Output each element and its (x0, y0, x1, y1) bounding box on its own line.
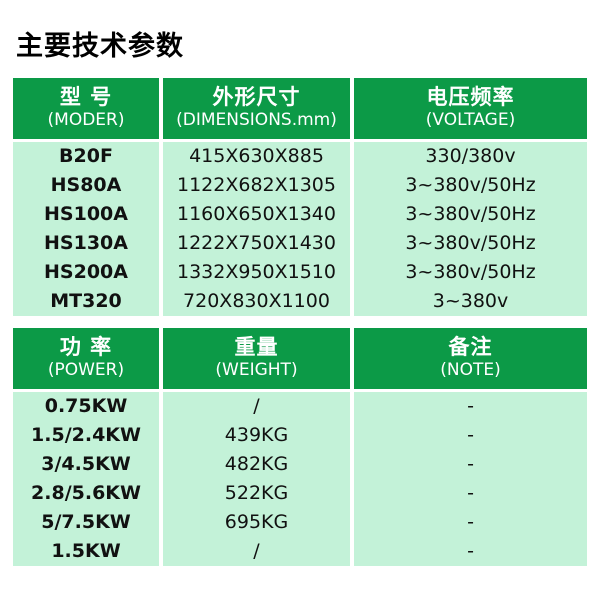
table1-body: B20F 415X630X885 330/380v HS80A 1122X682… (13, 142, 587, 316)
header-model-zh: 型 号 (59, 85, 113, 110)
table2-header-row: 功 率 (POWER) 重量 (WEIGHT) 备注 (NOTE) (13, 328, 587, 389)
cell-power: 2.8/5.6KW (13, 479, 159, 508)
spec-table-power: 功 率 (POWER) 重量 (WEIGHT) 备注 (NOTE) 0.75KW… (13, 328, 587, 566)
cell-power: 5/7.5KW (13, 508, 159, 537)
cell-note: - (354, 508, 587, 537)
table2-header-note: 备注 (NOTE) (354, 328, 587, 389)
header-note-zh: 备注 (448, 335, 493, 360)
table2-header-weight: 重量 (WEIGHT) (163, 328, 350, 389)
cell-voltage: 3~380v/50Hz (354, 229, 587, 258)
page-title: 主要技术参数 (16, 31, 184, 62)
header-power-en: (POWER) (47, 360, 125, 381)
cell-dimensions: 1332X950X1510 (163, 258, 350, 287)
header-power-zh: 功 率 (59, 335, 113, 360)
cell-voltage: 3~380v/50Hz (354, 171, 587, 200)
cell-note: - (354, 421, 587, 450)
cell-weight: 439KG (163, 421, 350, 450)
header-note-en: (NOTE) (440, 360, 501, 381)
table1-header-model: 型 号 (MODER) (13, 78, 159, 139)
table1-header-voltage: 电压频率 (VOLTAGE) (354, 78, 587, 139)
cell-dimensions: 1222X750X1430 (163, 229, 350, 258)
cell-voltage: 3~380v/50Hz (354, 258, 587, 287)
cell-dimensions: 415X630X885 (163, 142, 350, 171)
cell-dimensions: 1122X682X1305 (163, 171, 350, 200)
table2-body: 0.75KW / - 1.5/2.4KW 439KG - 3/4.5KW 482… (13, 392, 587, 566)
header-voltage-en: (VOLTAGE) (425, 110, 516, 131)
cell-dimensions: 1160X650X1340 (163, 200, 350, 229)
cell-weight: 482KG (163, 450, 350, 479)
header-dimensions-zh: 外形尺寸 (212, 85, 301, 110)
cell-weight: / (163, 537, 350, 566)
cell-voltage: 3~380v (354, 287, 587, 316)
cell-model: MT320 (13, 287, 159, 316)
cell-voltage: 3~380v/50Hz (354, 200, 587, 229)
cell-model: HS200A (13, 258, 159, 287)
table1-header-row: 型 号 (MODER) 外形尺寸 (DIMENSIONS.mm) 电压频率 (V… (13, 78, 587, 139)
cell-note: - (354, 392, 587, 421)
cell-weight: 695KG (163, 508, 350, 537)
cell-note: - (354, 537, 587, 566)
cell-dimensions: 720X830X1100 (163, 287, 350, 316)
cell-model: B20F (13, 142, 159, 171)
header-voltage-zh: 电压频率 (426, 85, 515, 110)
cell-model: HS100A (13, 200, 159, 229)
header-weight-zh: 重量 (234, 335, 279, 360)
cell-power: 3/4.5KW (13, 450, 159, 479)
cell-power: 0.75KW (13, 392, 159, 421)
spec-table-model: 型 号 (MODER) 外形尺寸 (DIMENSIONS.mm) 电压频率 (V… (13, 78, 587, 316)
header-weight-en: (WEIGHT) (215, 360, 298, 381)
header-dimensions-en: (DIMENSIONS.mm) (176, 110, 337, 131)
cell-power: 1.5KW (13, 537, 159, 566)
cell-weight: / (163, 392, 350, 421)
table2-header-power: 功 率 (POWER) (13, 328, 159, 389)
table1-header-dimensions: 外形尺寸 (DIMENSIONS.mm) (163, 78, 350, 139)
cell-model: HS130A (13, 229, 159, 258)
cell-weight: 522KG (163, 479, 350, 508)
cell-model: HS80A (13, 171, 159, 200)
cell-note: - (354, 450, 587, 479)
header-model-en: (MODER) (47, 110, 125, 131)
cell-voltage: 330/380v (354, 142, 587, 171)
cell-note: - (354, 479, 587, 508)
cell-power: 1.5/2.4KW (13, 421, 159, 450)
